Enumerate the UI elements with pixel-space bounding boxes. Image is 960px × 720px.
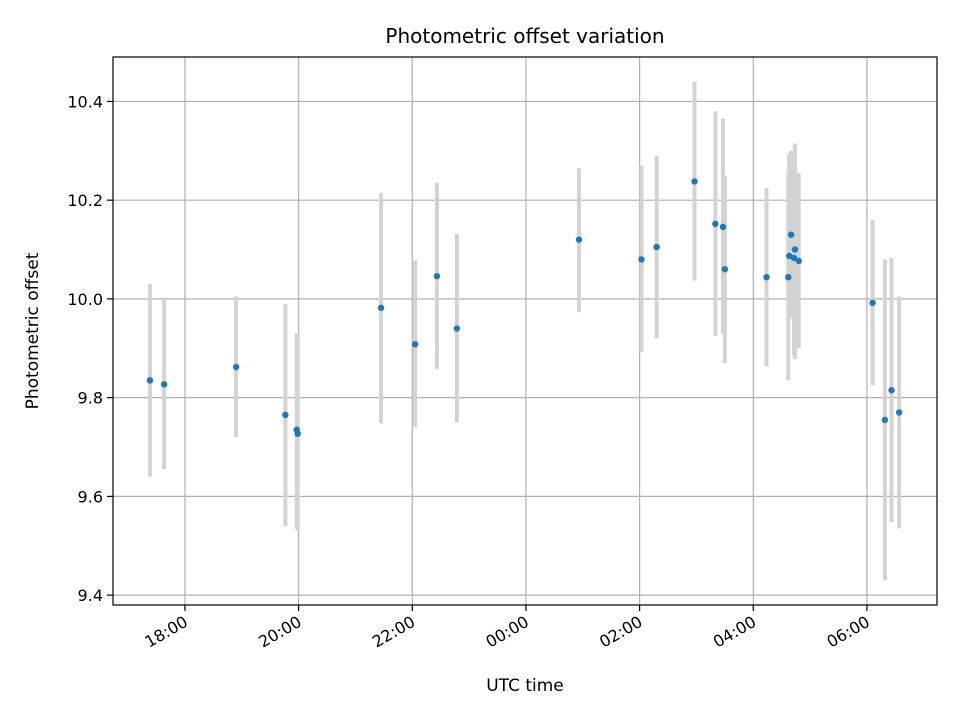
- y-axis-label: Photometric offset: [23, 252, 43, 409]
- y-tick-label: 9.4: [78, 586, 103, 605]
- data-point: [869, 299, 876, 307]
- data-point: [721, 266, 729, 273]
- y-tick-label: 10.0: [67, 290, 103, 309]
- data-point: [795, 257, 802, 265]
- data-point: [712, 220, 719, 228]
- data-point: [638, 256, 645, 263]
- data-point: [232, 363, 240, 371]
- chart-title: Photometric offset variation: [385, 24, 664, 48]
- data-point: [575, 236, 583, 243]
- data-point: [785, 273, 792, 281]
- data-point: [763, 273, 770, 281]
- plot-frame: [112, 56, 938, 606]
- data-point: [453, 325, 461, 332]
- data-point: [895, 409, 903, 416]
- data-point: [146, 377, 154, 384]
- data-point: [411, 341, 419, 348]
- data-point: [691, 178, 698, 185]
- data-point: [294, 430, 301, 437]
- data-point: [787, 231, 795, 238]
- data-point: [719, 223, 727, 231]
- data-point: [653, 243, 660, 251]
- y-tick-label: 9.8: [78, 389, 103, 408]
- y-tick-label: 10.4: [67, 92, 103, 111]
- data-point: [791, 246, 799, 253]
- data-point: [790, 254, 798, 262]
- y-tick-label: 9.6: [78, 487, 103, 506]
- data-point: [282, 411, 289, 419]
- data-point: [433, 273, 441, 280]
- y-tick-label: 10.2: [67, 191, 103, 210]
- data-point: [377, 304, 385, 311]
- data-point: [881, 416, 889, 424]
- data-point: [888, 387, 895, 394]
- data-point: [160, 381, 168, 388]
- data-points: [146, 178, 903, 437]
- x-axis-label: UTC time: [486, 676, 564, 696]
